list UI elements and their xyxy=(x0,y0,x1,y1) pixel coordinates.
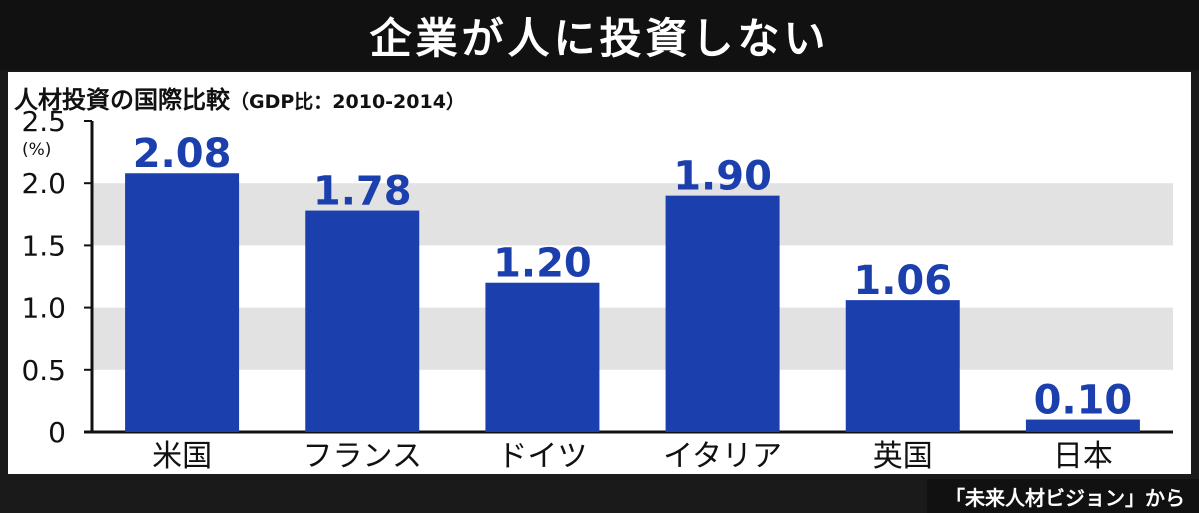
headline-banner: 企業が人に投資しない xyxy=(0,0,1199,70)
y-tick-label: 0 xyxy=(48,416,66,449)
bar xyxy=(665,195,780,432)
source-text: 「未来人材ビジョン」から xyxy=(945,485,1185,510)
chart-title: 人材投資の国際比較（GDP比：2010-2014） xyxy=(14,80,465,115)
bar-value-label: 1.20 xyxy=(493,241,592,287)
bar xyxy=(1025,419,1140,432)
y-tick-label: 0.5 xyxy=(21,354,66,387)
y-tick-label: 1.0 xyxy=(21,292,66,325)
x-category-label: イタリア xyxy=(663,439,782,474)
x-category-label: ドイツ xyxy=(497,439,587,474)
bar-value-label: 1.06 xyxy=(853,258,952,304)
grid-band xyxy=(92,307,1173,370)
x-category-label: 日本 xyxy=(1053,439,1113,474)
chart-subtitle: （GDP比：2010-2014） xyxy=(230,91,465,113)
bar xyxy=(485,282,600,432)
y-axis-unit: (%) xyxy=(22,140,52,160)
bar xyxy=(125,173,240,433)
x-category-label: フランス xyxy=(303,439,422,474)
source-caption: 「未来人材ビジョン」から xyxy=(927,479,1199,513)
bar-value-label: 0.10 xyxy=(1034,378,1133,424)
bar-value-label: 2.08 xyxy=(133,131,232,177)
y-tick-label: 2.0 xyxy=(21,167,66,200)
bar-value-label: 1.78 xyxy=(313,169,412,215)
y-tick-label: 1.5 xyxy=(21,229,66,262)
chart-title-main: 人材投資の国際比較 xyxy=(14,86,230,114)
headline-title: 企業が人に投資しない xyxy=(369,13,830,63)
y-tick-label: 2.5 xyxy=(21,105,66,138)
bar xyxy=(305,210,420,432)
bar xyxy=(845,300,960,432)
grid-band xyxy=(92,183,1173,246)
bar-value-label: 1.90 xyxy=(673,154,772,200)
x-category-label: 米国 xyxy=(152,439,212,474)
x-category-label: 英国 xyxy=(873,439,933,474)
